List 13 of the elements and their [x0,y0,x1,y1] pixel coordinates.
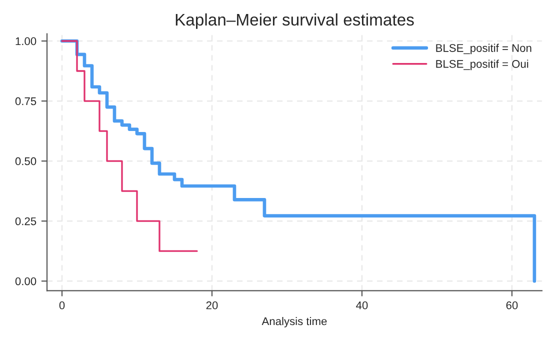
x-tick-label: 0 [59,301,65,310]
x-tick-label: 40 [356,301,368,310]
y-tick-label: 0.75 [15,97,36,106]
y-tick-label: 1.00 [16,37,36,46]
y-tick-label: 0.00 [15,277,36,286]
x-tick-label: 20 [206,301,218,310]
x-axis-title: Analysis time [262,317,327,328]
y-tick-label: 0.25 [15,217,36,226]
x-tick-label: 60 [506,301,518,310]
chart-title: Kaplan–Meier survival estimates [176,13,414,29]
legend-label: BLSE_positif = Non [436,44,532,54]
legend-label: BLSE_positif = Oui [436,60,528,70]
y-tick-label: 0.50 [15,157,36,166]
